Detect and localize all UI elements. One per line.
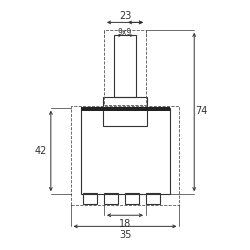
Bar: [146, 193, 160, 204]
Text: 18: 18: [119, 219, 131, 229]
Text: 9x9: 9x9: [118, 28, 132, 37]
Bar: [104, 30, 146, 105]
Text: 74: 74: [196, 106, 208, 117]
Bar: [103, 96, 147, 126]
Bar: [80, 108, 170, 194]
Bar: [114, 35, 136, 96]
Bar: [70, 106, 180, 205]
Text: 42: 42: [35, 146, 47, 156]
Bar: [80, 107, 170, 112]
Text: 35: 35: [119, 230, 131, 240]
Bar: [125, 193, 138, 204]
Bar: [83, 193, 96, 204]
Text: 23: 23: [119, 11, 131, 21]
Bar: [104, 193, 118, 204]
